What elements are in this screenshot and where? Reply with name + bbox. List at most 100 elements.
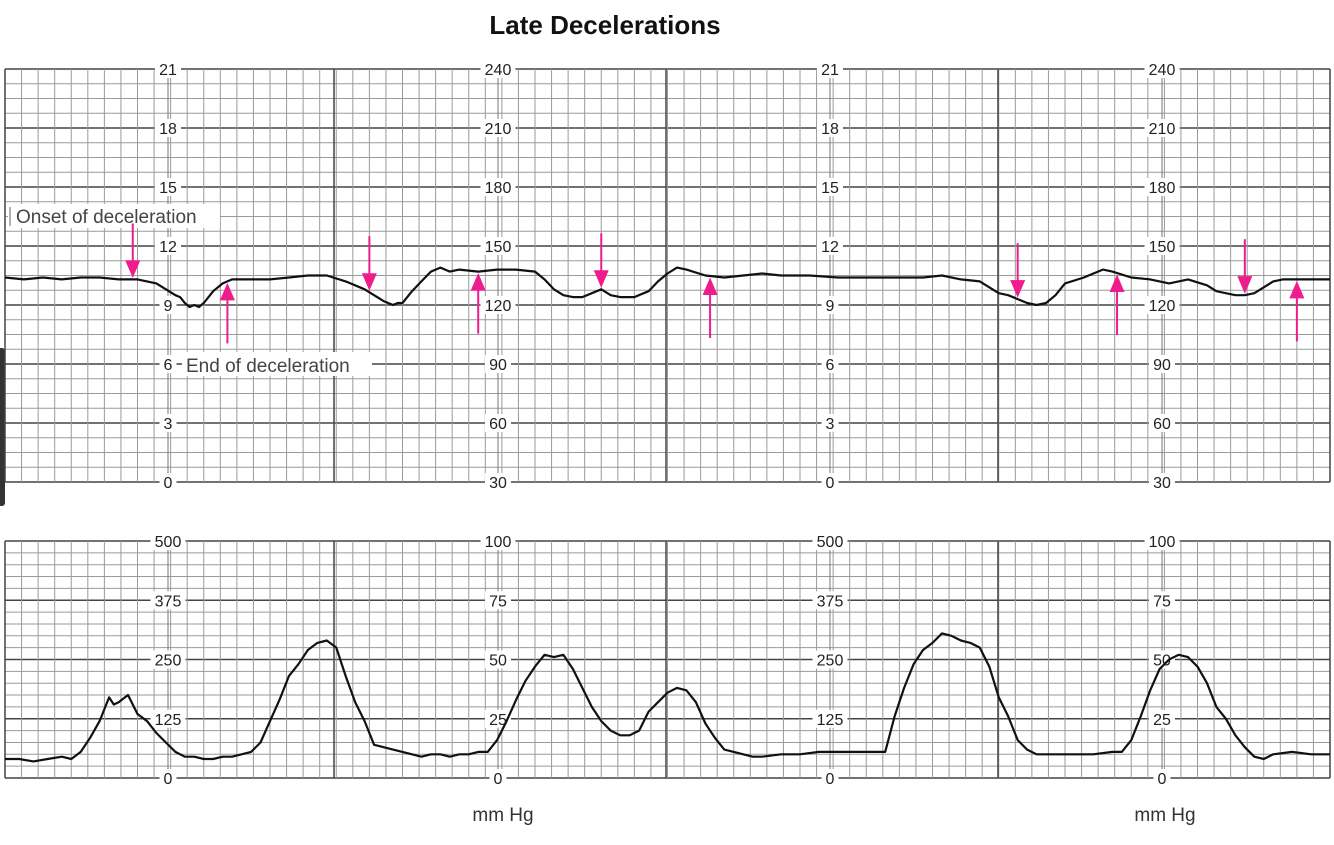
tick-label-bg [480,178,516,196]
tick-label: 125 [155,712,182,729]
fhr-trace [4,266,1330,309]
tick-label: 30 [489,475,507,492]
onset-of-deceleration-label: Onset of deceleration [16,207,197,228]
tick-label: 250 [817,653,844,670]
tick-label: 3 [164,416,173,433]
tick-label: 250 [155,653,182,670]
tick-label: 180 [485,180,512,197]
tick-label: 0 [494,771,503,788]
tick-label-bg [1153,769,1171,787]
tick-label: 0 [164,771,173,788]
tick-label: 25 [489,712,507,729]
tick-label-bg [817,60,843,78]
end-arrow-head [1109,274,1125,293]
onset-arrow-head [361,273,377,291]
tick-label: 180 [1149,180,1176,197]
tick-label-bg [812,591,848,610]
tick-label-bg [1144,532,1180,550]
tick-label: 30 [1153,475,1171,492]
tick-label-bg [1149,473,1175,491]
tick-label-bg [812,709,848,728]
traces [4,266,1330,763]
tick-label: 210 [485,121,512,138]
tick-label: 240 [485,62,512,79]
tick-label-bg [480,532,516,550]
tick-label-bg [1149,591,1175,610]
tick-label-bg [159,355,177,373]
tick-label: 15 [159,180,177,197]
tick-label: 6 [826,357,835,374]
tick-label-bg [155,60,181,78]
tick-label: 240 [1149,62,1176,79]
tick-label-bg [150,591,186,610]
tick-label-bg [485,473,511,491]
tick-label-bg [1144,296,1180,314]
uterine-grid [4,540,1331,779]
end-arrow-head [219,282,235,301]
tick-label: 0 [826,771,835,788]
tick-labels: 0369121518213060901201501802102400369121… [150,60,1180,788]
tick-label-bg [155,119,181,137]
tick-label: 15 [821,180,839,197]
tick-label: 375 [817,593,844,610]
tick-label-bg [1144,178,1180,196]
tick-label-bg [1149,709,1175,728]
tick-label: 18 [159,121,177,138]
fhr-grid [4,68,1331,483]
tick-label-bg [821,414,839,432]
tick-label: 100 [485,534,512,551]
tick-label: 18 [821,121,839,138]
unit-label-right: mm Hg [1134,805,1195,826]
tick-label-bg [485,355,511,373]
tick-label: 120 [1149,298,1176,315]
tick-label-bg [485,650,511,669]
tick-label: 0 [1158,771,1167,788]
end-of-deceleration-label: End of deceleration [186,356,350,377]
end-arrow-head [470,273,486,291]
tick-label: 375 [155,593,182,610]
end-arrow-head [1289,280,1305,299]
tick-label-bg [1149,414,1175,432]
tick-label: 9 [164,298,173,315]
tick-label: 9 [826,298,835,315]
tick-label: 3 [826,416,835,433]
tick-label-bg [1149,355,1175,373]
tick-label-bg [1149,650,1175,669]
tick-label: 150 [485,239,512,256]
tick-label-bg [159,769,177,787]
unit-label-left: mm Hg [472,805,533,826]
annotations: Onset of deceleration End of deceleratio… [8,204,372,377]
tick-label: 0 [826,475,835,492]
tick-label-bg [1144,119,1180,137]
tick-label-bg [812,650,848,669]
tick-label: 90 [489,357,507,374]
tick-label: 21 [821,62,839,79]
tick-label: 60 [1153,416,1171,433]
tick-label-bg [150,709,186,728]
chart-title: Late Decelerations [489,10,720,40]
tick-label-bg [485,591,511,610]
tick-label: 6 [164,357,173,374]
tick-label: 21 [159,62,177,79]
left-edge-tab [0,348,5,506]
tick-label-bg [489,769,507,787]
tick-label-bg [817,178,843,196]
tick-label: 120 [485,298,512,315]
tick-label: 0 [164,475,173,492]
tick-label-bg [155,178,181,196]
tick-label-bg [817,237,843,255]
tick-label-bg [812,532,848,550]
tick-label-bg [480,237,516,255]
tick-label-bg [150,650,186,669]
tick-label: 150 [1149,239,1176,256]
uterine-trace [5,632,1330,763]
tick-label: 125 [817,712,844,729]
tick-label-bg [159,414,177,432]
tick-label-bg [821,355,839,373]
tick-label-bg [1144,237,1180,255]
tick-label: 12 [159,239,177,256]
tick-label-bg [150,532,186,550]
tick-label-bg [821,769,839,787]
tick-label-bg [155,237,181,255]
